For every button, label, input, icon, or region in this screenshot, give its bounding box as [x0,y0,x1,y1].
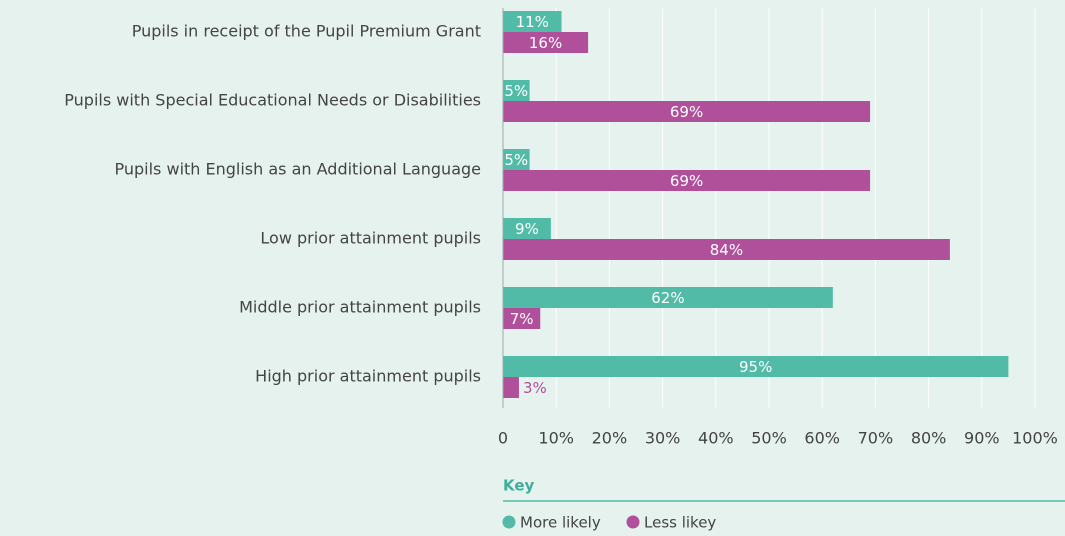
legend-swatch [626,515,640,529]
x-tick-label: 40% [698,429,734,448]
x-tick-label: 80% [911,429,947,448]
x-tick-label: 50% [751,429,787,448]
bar [503,80,530,101]
x-tick-label: 100% [1012,429,1058,448]
x-tick-label: 30% [645,429,681,448]
category-label: Pupils in receipt of the Pupil Premium G… [132,22,481,41]
bar [503,32,589,53]
x-tick-label: 20% [592,429,628,448]
value-label: 5% [504,151,528,169]
value-label: 11% [516,13,549,31]
x-tick-label: 90% [964,429,1000,448]
bar [503,287,833,308]
bar [503,377,519,398]
bar [503,101,871,122]
legend-label: More likely [520,514,601,532]
x-tick-label: 70% [858,429,894,448]
value-label: 62% [651,289,684,307]
value-label: 84% [710,241,743,259]
value-label: 7% [510,310,534,328]
bar [503,170,871,191]
value-label: 95% [739,358,772,376]
bar [503,11,562,32]
value-label: 3% [523,379,547,397]
value-label: 69% [670,172,703,190]
x-tick-label: 10% [538,429,574,448]
category-label: Low prior attainment pupils [260,229,481,248]
value-label: 16% [529,34,562,52]
category-label: Pupils with Special Educational Needs or… [64,91,481,110]
legend-label: Less likey [644,514,716,532]
category-label: Middle prior attainment pupils [239,298,481,317]
value-label: 5% [504,82,528,100]
category-label: High prior attainment pupils [255,367,481,386]
legend-title: Key [503,477,535,495]
bar [503,356,1009,377]
bar [503,308,541,329]
value-label: 9% [515,220,539,238]
value-label: 69% [670,103,703,121]
category-label: Pupils with English as an Additional Lan… [115,160,482,179]
bar [503,239,950,260]
bar [503,218,551,239]
legend-swatch [502,515,516,529]
x-tick-label: 0 [498,429,508,448]
bar [503,149,530,170]
x-tick-label: 60% [804,429,840,448]
